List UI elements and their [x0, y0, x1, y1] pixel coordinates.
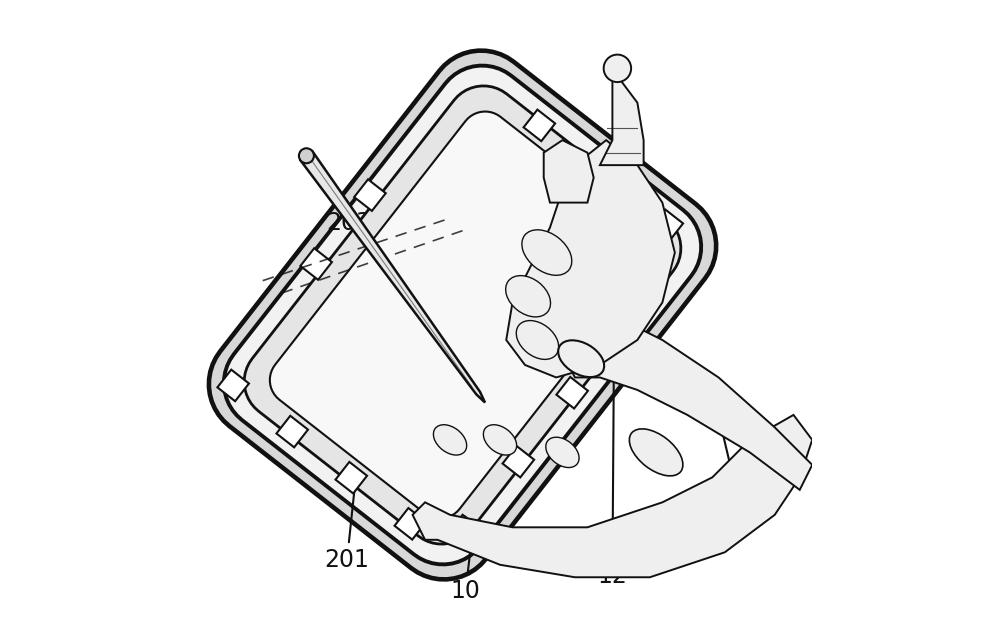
Polygon shape	[451, 517, 483, 548]
Polygon shape	[506, 140, 675, 377]
Text: 10: 10	[451, 542, 481, 603]
Polygon shape	[276, 416, 308, 447]
Ellipse shape	[629, 429, 683, 476]
Polygon shape	[503, 446, 534, 478]
Text: 12: 12	[597, 130, 627, 588]
Polygon shape	[652, 210, 683, 241]
Polygon shape	[600, 62, 644, 165]
Polygon shape	[217, 370, 249, 401]
Polygon shape	[562, 315, 812, 490]
Polygon shape	[300, 248, 332, 280]
Text: 201: 201	[325, 272, 381, 572]
Polygon shape	[556, 377, 588, 408]
Polygon shape	[449, 515, 480, 546]
Text: 205: 205	[709, 384, 765, 528]
Polygon shape	[209, 50, 716, 580]
Polygon shape	[270, 112, 655, 518]
Polygon shape	[354, 180, 386, 211]
Polygon shape	[244, 86, 681, 544]
Ellipse shape	[506, 275, 551, 317]
Polygon shape	[300, 151, 485, 403]
Ellipse shape	[522, 230, 572, 275]
Polygon shape	[224, 66, 701, 564]
Text: 203: 203	[326, 210, 371, 384]
Ellipse shape	[546, 437, 579, 467]
Text: 122: 122	[508, 306, 570, 351]
Ellipse shape	[483, 425, 517, 455]
Polygon shape	[413, 415, 812, 577]
Polygon shape	[395, 508, 426, 540]
Circle shape	[299, 148, 314, 163]
Ellipse shape	[433, 425, 467, 455]
Polygon shape	[610, 308, 642, 340]
Ellipse shape	[516, 321, 559, 359]
Polygon shape	[544, 140, 594, 203]
Ellipse shape	[558, 340, 604, 377]
Polygon shape	[335, 462, 367, 493]
Text: 208: 208	[407, 186, 453, 415]
Circle shape	[604, 55, 631, 82]
Polygon shape	[588, 159, 619, 191]
Polygon shape	[524, 110, 555, 141]
